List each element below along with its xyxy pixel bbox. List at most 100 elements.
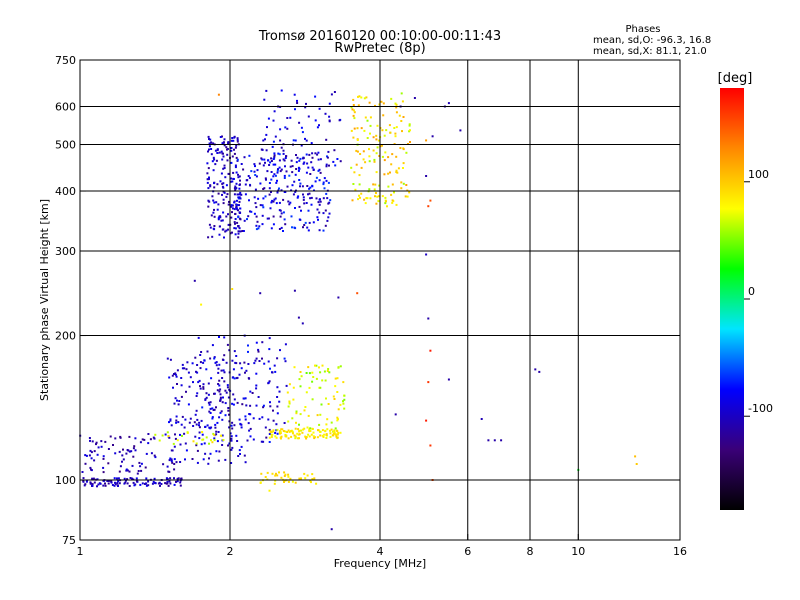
data-point (215, 159, 218, 162)
data-point (271, 371, 274, 374)
data-point (173, 463, 176, 465)
data-point (372, 183, 375, 186)
data-point (308, 153, 311, 156)
data-point (327, 181, 330, 184)
data-point (184, 442, 187, 445)
data-point (114, 452, 117, 455)
data-point (405, 184, 408, 186)
data-point (161, 434, 164, 437)
data-point (221, 358, 224, 361)
data-point (233, 193, 236, 196)
data-point (231, 427, 234, 430)
data-point (226, 148, 229, 150)
data-point (280, 146, 283, 149)
data-point (107, 448, 110, 450)
data-point (132, 455, 135, 458)
data-point (147, 433, 150, 435)
data-point (102, 466, 105, 469)
data-point (208, 138, 210, 140)
data-point (217, 459, 220, 462)
data-point (390, 193, 393, 196)
data-point (315, 364, 318, 367)
data-point (394, 132, 397, 135)
data-point (238, 418, 241, 421)
data-point (343, 394, 346, 397)
data-point (356, 150, 359, 153)
x-axis: 1 2 4 6 8 10 16 (77, 534, 687, 558)
data-point (121, 454, 124, 457)
data-point (214, 423, 217, 426)
data-point (204, 452, 207, 455)
data-point (391, 201, 394, 204)
data-point (204, 398, 207, 401)
data-point (269, 161, 272, 164)
data-point (289, 116, 292, 119)
data-point (147, 442, 150, 445)
data-point (270, 201, 273, 204)
data-point (351, 108, 354, 111)
data-point (375, 202, 378, 205)
data-point (429, 199, 432, 202)
data-point (301, 322, 304, 325)
data-point (175, 415, 178, 418)
data-point (284, 157, 287, 159)
data-point (207, 462, 210, 465)
data-point (314, 364, 316, 367)
data-point (386, 205, 388, 208)
data-point (209, 138, 212, 141)
data-point (213, 215, 216, 218)
data-point (279, 349, 281, 352)
data-point (128, 470, 131, 473)
data-point (298, 423, 300, 426)
data-point (249, 427, 252, 430)
data-point (261, 158, 264, 161)
data-point (89, 481, 92, 484)
data-point (272, 223, 275, 226)
x-tick-label: 16 (673, 545, 687, 558)
data-point (286, 117, 289, 119)
data-point (199, 361, 202, 364)
data-point (360, 166, 363, 169)
data-point (199, 354, 202, 356)
data-point (258, 360, 261, 362)
data-point (145, 482, 147, 485)
data-point (141, 482, 144, 485)
data-point (299, 157, 302, 160)
data-point (183, 426, 186, 429)
data-point (181, 434, 183, 437)
data-point (209, 427, 212, 430)
data-point (139, 441, 142, 444)
data-point (157, 482, 160, 485)
data-point (194, 413, 197, 416)
data-point (255, 175, 258, 178)
data-point (338, 119, 341, 122)
data-point (272, 200, 275, 203)
data-point (307, 209, 310, 212)
data-point (291, 165, 294, 168)
data-point (181, 367, 184, 370)
data-point (272, 140, 275, 143)
y-tick-label: 200 (55, 330, 76, 343)
data-point (318, 423, 321, 426)
data-point (366, 197, 369, 200)
data-point (264, 476, 267, 478)
colorbar-tick-label: 0 (748, 285, 755, 298)
data-point (264, 138, 266, 141)
data-point (223, 138, 226, 141)
data-point (336, 377, 339, 380)
data-point (243, 454, 246, 457)
data-point (166, 482, 169, 485)
data-point (319, 371, 322, 374)
data-point (222, 198, 225, 201)
data-point (187, 403, 190, 406)
data-point (270, 191, 272, 193)
data-point (299, 478, 302, 481)
data-point (302, 198, 305, 201)
data-point (387, 185, 390, 188)
data-point (355, 149, 358, 152)
data-point (293, 180, 296, 183)
data-point (236, 440, 239, 442)
data-point (237, 196, 240, 199)
data-point (325, 179, 328, 182)
data-point (427, 317, 430, 320)
